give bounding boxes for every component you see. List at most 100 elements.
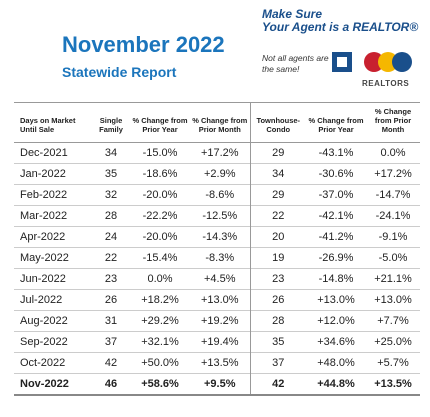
table-row: Jun-2022 23 0.0% +4.5% 23 -14.8% +21.1% — [14, 268, 420, 290]
table-cell: -5.0% — [366, 247, 420, 269]
logo-circle — [364, 52, 384, 72]
logo-circle — [378, 52, 398, 72]
table-row: Mar-2022 28 -22.2% -12.5% 22 -42.1% -24.1% — [14, 205, 420, 227]
table-cell: -14.3% — [190, 226, 251, 248]
table-cell: +2.9% — [190, 163, 251, 185]
table-row: May-2022 22 -15.4% -8.3% 19 -26.9% -5.0% — [14, 247, 420, 269]
report-title: November 2022 — [62, 32, 225, 57]
table-cell: -9.1% — [366, 226, 420, 248]
table-cell: May-2022 — [14, 247, 92, 269]
table-cell: 0.0% — [366, 142, 420, 164]
table-cell: -18.6% — [130, 163, 190, 185]
column-header: Days on Market Until Sale — [14, 102, 92, 143]
table-cell: -8.6% — [190, 184, 251, 206]
table-cell: Jun-2022 — [14, 268, 92, 290]
table-cell: 35 — [92, 163, 130, 185]
brand-line-1: Make Sure — [262, 7, 323, 21]
table-cell: +5.7% — [366, 352, 420, 374]
table-cell: 24 — [92, 226, 130, 248]
table-cell: 0.0% — [130, 268, 190, 290]
table-row: Nov-2022 46 +58.6% +9.5% 42 +44.8% +13.5% — [14, 373, 420, 396]
data-table: Days on Market Until Sale Single Family% … — [14, 102, 420, 396]
table-cell: -26.9% — [306, 247, 366, 269]
table-cell: Oct-2022 — [14, 352, 92, 374]
table-cell: Jan-2022 — [14, 163, 92, 185]
table-cell: +17.2% — [190, 142, 251, 164]
table-row: Oct-2022 42 +50.0% +13.5% 37 +48.0% +5.7% — [14, 352, 420, 374]
table-cell: Feb-2022 — [14, 184, 92, 206]
report-subtitle: Statewide Report — [62, 64, 177, 80]
column-header: % Change from Prior Month — [190, 102, 251, 143]
table-cell: -22.2% — [130, 205, 190, 227]
table-cell: 34 — [92, 142, 130, 164]
table-row: Jan-2022 35 -18.6% +2.9% 34 -30.6% +17.2% — [14, 163, 420, 185]
table-cell: +32.1% — [130, 331, 190, 353]
logo-icons — [332, 52, 412, 72]
table-cell: Mar-2022 — [14, 205, 92, 227]
table-cell: -15.0% — [130, 142, 190, 164]
table-row: Sep-2022 37 +32.1% +19.4% 35 +34.6% +25.0% — [14, 331, 420, 353]
table-cell: +17.2% — [366, 163, 420, 185]
table-cell: +7.7% — [366, 310, 420, 332]
column-header: Single Family — [92, 102, 130, 143]
table-cell: -14.8% — [306, 268, 366, 290]
table-cell: Apr-2022 — [14, 226, 92, 248]
table-cell: 37 — [250, 352, 306, 374]
table-cell: -30.6% — [306, 163, 366, 185]
table-cell: Jul-2022 — [14, 289, 92, 311]
table-cell: -15.4% — [130, 247, 190, 269]
table-row: Feb-2022 32 -20.0% -8.6% 29 -37.0% -14.7% — [14, 184, 420, 206]
table-cell: 32 — [92, 184, 130, 206]
logo-circle — [392, 52, 412, 72]
table-cell: +19.4% — [190, 331, 251, 353]
table-cell: 19 — [250, 247, 306, 269]
table-cell: 28 — [250, 310, 306, 332]
table-cell: 34 — [250, 163, 306, 185]
table-cell: -43.1% — [306, 142, 366, 164]
table-cell: -20.0% — [130, 226, 190, 248]
table-row: Aug-2022 31 +29.2% +19.2% 28 +12.0% +7.7% — [14, 310, 420, 332]
table-cell: -42.1% — [306, 205, 366, 227]
table-cell: +19.2% — [190, 310, 251, 332]
table-cell: 31 — [92, 310, 130, 332]
table-cell: -12.5% — [190, 205, 251, 227]
table-cell: +18.2% — [130, 289, 190, 311]
table-cell: Dec-2021 — [14, 142, 92, 164]
table-cell: 22 — [250, 205, 306, 227]
table-cell: -8.3% — [190, 247, 251, 269]
column-header: Townhouse-Condo — [250, 102, 306, 143]
column-header: % Change from Prior Year — [306, 102, 366, 143]
table-row: Jul-2022 26 +18.2% +13.0% 26 +13.0% +13.0% — [14, 289, 420, 311]
table-cell: +4.5% — [190, 268, 251, 290]
table-cell: Sep-2022 — [14, 331, 92, 353]
brand-line-2: Your Agent is a REALTOR® — [262, 20, 419, 34]
table-cell: -24.1% — [366, 205, 420, 227]
table-cell: 29 — [250, 142, 306, 164]
table-row: Apr-2022 24 -20.0% -14.3% 20 -41.2% -9.1% — [14, 226, 420, 248]
table-cell: 26 — [250, 289, 306, 311]
table-cell: +13.5% — [366, 373, 420, 396]
brand-line: Make Sure Your Agent is a REALTOR® — [262, 8, 418, 34]
logo-word: REALTORS — [362, 79, 410, 88]
table-cell: +12.0% — [306, 310, 366, 332]
table-cell: +34.6% — [306, 331, 366, 353]
table-cell: 20 — [250, 226, 306, 248]
table-cell: -41.2% — [306, 226, 366, 248]
table-cell: +29.2% — [130, 310, 190, 332]
table-body: Dec-2021 34 -15.0% +17.2% 29 -43.1% 0.0% Jan-20… — [14, 142, 420, 396]
table-cell: -37.0% — [306, 184, 366, 206]
table-cell: 46 — [92, 373, 130, 396]
table-cell: +50.0% — [130, 352, 190, 374]
column-header: % Change from Prior Year — [130, 102, 190, 143]
table-cell: +58.6% — [130, 373, 190, 396]
table-cell: +25.0% — [366, 331, 420, 353]
table-cell: 28 — [92, 205, 130, 227]
slogan: Not all agents are the same! — [262, 53, 329, 74]
table-cell: 26 — [92, 289, 130, 311]
table-cell: 23 — [250, 268, 306, 290]
table-cell: +48.0% — [306, 352, 366, 374]
table-cell: 42 — [92, 352, 130, 374]
table-cell: 22 — [92, 247, 130, 269]
table-cell: Nov-2022 — [14, 373, 92, 396]
